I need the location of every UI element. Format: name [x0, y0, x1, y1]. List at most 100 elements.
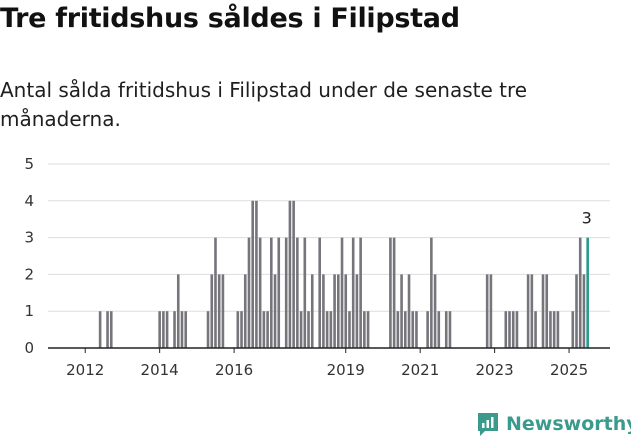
bar: [549, 311, 552, 348]
y-tick-label: 3: [24, 229, 34, 247]
y-tick-label: 5: [24, 155, 34, 173]
bar: [337, 274, 340, 348]
bar: [277, 237, 281, 348]
bar: [310, 274, 314, 348]
bar: [255, 200, 258, 348]
bar: [266, 311, 269, 348]
bar: [214, 237, 217, 348]
brand-logo: Newsworthy: [476, 408, 631, 440]
bar: [236, 311, 240, 348]
newsworthy-logo-icon: [478, 413, 498, 436]
bar: [333, 274, 336, 348]
bar: [270, 237, 273, 348]
bar: [359, 237, 362, 348]
x-tick-label: 2023: [476, 361, 514, 379]
bar: [273, 274, 277, 348]
bar: [504, 311, 508, 348]
bar: [415, 311, 418, 348]
bar: [444, 311, 448, 348]
y-tick-label: 4: [24, 192, 34, 210]
bar: [106, 311, 109, 348]
bar: [262, 311, 266, 348]
data-labels: 3: [582, 209, 592, 228]
bar: [206, 311, 210, 348]
bar-chart: 0 1 2 3 4 5 2012 2014 2016 2019 2021 2023 2025 3: [24, 155, 610, 379]
bar: [355, 274, 359, 348]
bar: [534, 311, 537, 348]
bar: [526, 274, 530, 348]
bar: [284, 237, 288, 348]
bar: [411, 311, 415, 348]
bar: [243, 274, 247, 348]
bar: [578, 237, 582, 348]
bar: [165, 311, 169, 348]
bar: [288, 200, 292, 348]
bar: [426, 311, 429, 348]
bar: [396, 311, 400, 348]
bar: [217, 274, 221, 348]
bar: [299, 311, 303, 348]
x-tick-label: 2014: [141, 361, 179, 379]
bar: [571, 311, 575, 348]
y-tick-label: 0: [24, 339, 34, 357]
bar: [363, 311, 366, 348]
x-tick-label: 2012: [66, 361, 104, 379]
bar: [318, 237, 321, 348]
bar: [389, 237, 392, 348]
x-tick-label: 2016: [215, 361, 253, 379]
bar: [485, 274, 489, 348]
bar: [545, 274, 549, 348]
chart-subtitle: Antal sålda fritidshus i Filipstad under…: [0, 78, 528, 131]
bars: [98, 200, 589, 348]
bar: [109, 311, 113, 348]
bar: [448, 311, 452, 348]
bar: [430, 237, 433, 348]
y-tick-label: 1: [24, 302, 34, 320]
bar: [325, 311, 329, 348]
bar: [158, 311, 161, 348]
bar: [173, 311, 176, 348]
bar: [340, 237, 344, 348]
bar: [251, 200, 255, 348]
bar: [400, 274, 403, 348]
bar: [366, 311, 370, 348]
bar: [240, 311, 243, 348]
bar-highlight: [586, 237, 589, 348]
gridlines: [48, 163, 610, 312]
bar: [303, 237, 307, 348]
bar: [515, 311, 519, 348]
bar: [184, 311, 188, 348]
brand-name: Newsworthy: [506, 413, 631, 435]
bar: [530, 274, 534, 348]
bar: [556, 311, 560, 348]
bar: [575, 274, 578, 348]
x-tick-label: 2025: [550, 361, 588, 379]
bar: [296, 237, 299, 348]
bar: [258, 237, 262, 348]
bar: [348, 311, 351, 348]
bar: [582, 274, 586, 348]
chart-title: Tre fritidshus såldes i Filipstad: [0, 3, 460, 34]
y-axis-ticks: 0 1 2 3 4 5: [24, 155, 34, 357]
bar: [552, 311, 556, 348]
bar: [541, 274, 545, 348]
bar: [437, 311, 441, 348]
bar: [98, 311, 102, 348]
bar: [407, 274, 411, 348]
bar: [508, 311, 511, 348]
bar: [433, 274, 437, 348]
bar: [489, 274, 493, 348]
x-tick-label: 2021: [401, 361, 439, 379]
bar: [180, 311, 184, 348]
x-axis-ticks: 2012 2014 2016 2019 2021 2023 2025: [66, 348, 588, 379]
bar: [307, 311, 310, 348]
bar: [210, 274, 214, 348]
y-tick-label: 2: [24, 265, 34, 283]
bar: [292, 200, 295, 348]
bar: [344, 274, 348, 348]
bar: [351, 237, 355, 348]
bar: [329, 311, 333, 348]
bar: [162, 311, 165, 348]
bar: [322, 274, 325, 348]
bar: [403, 311, 407, 348]
